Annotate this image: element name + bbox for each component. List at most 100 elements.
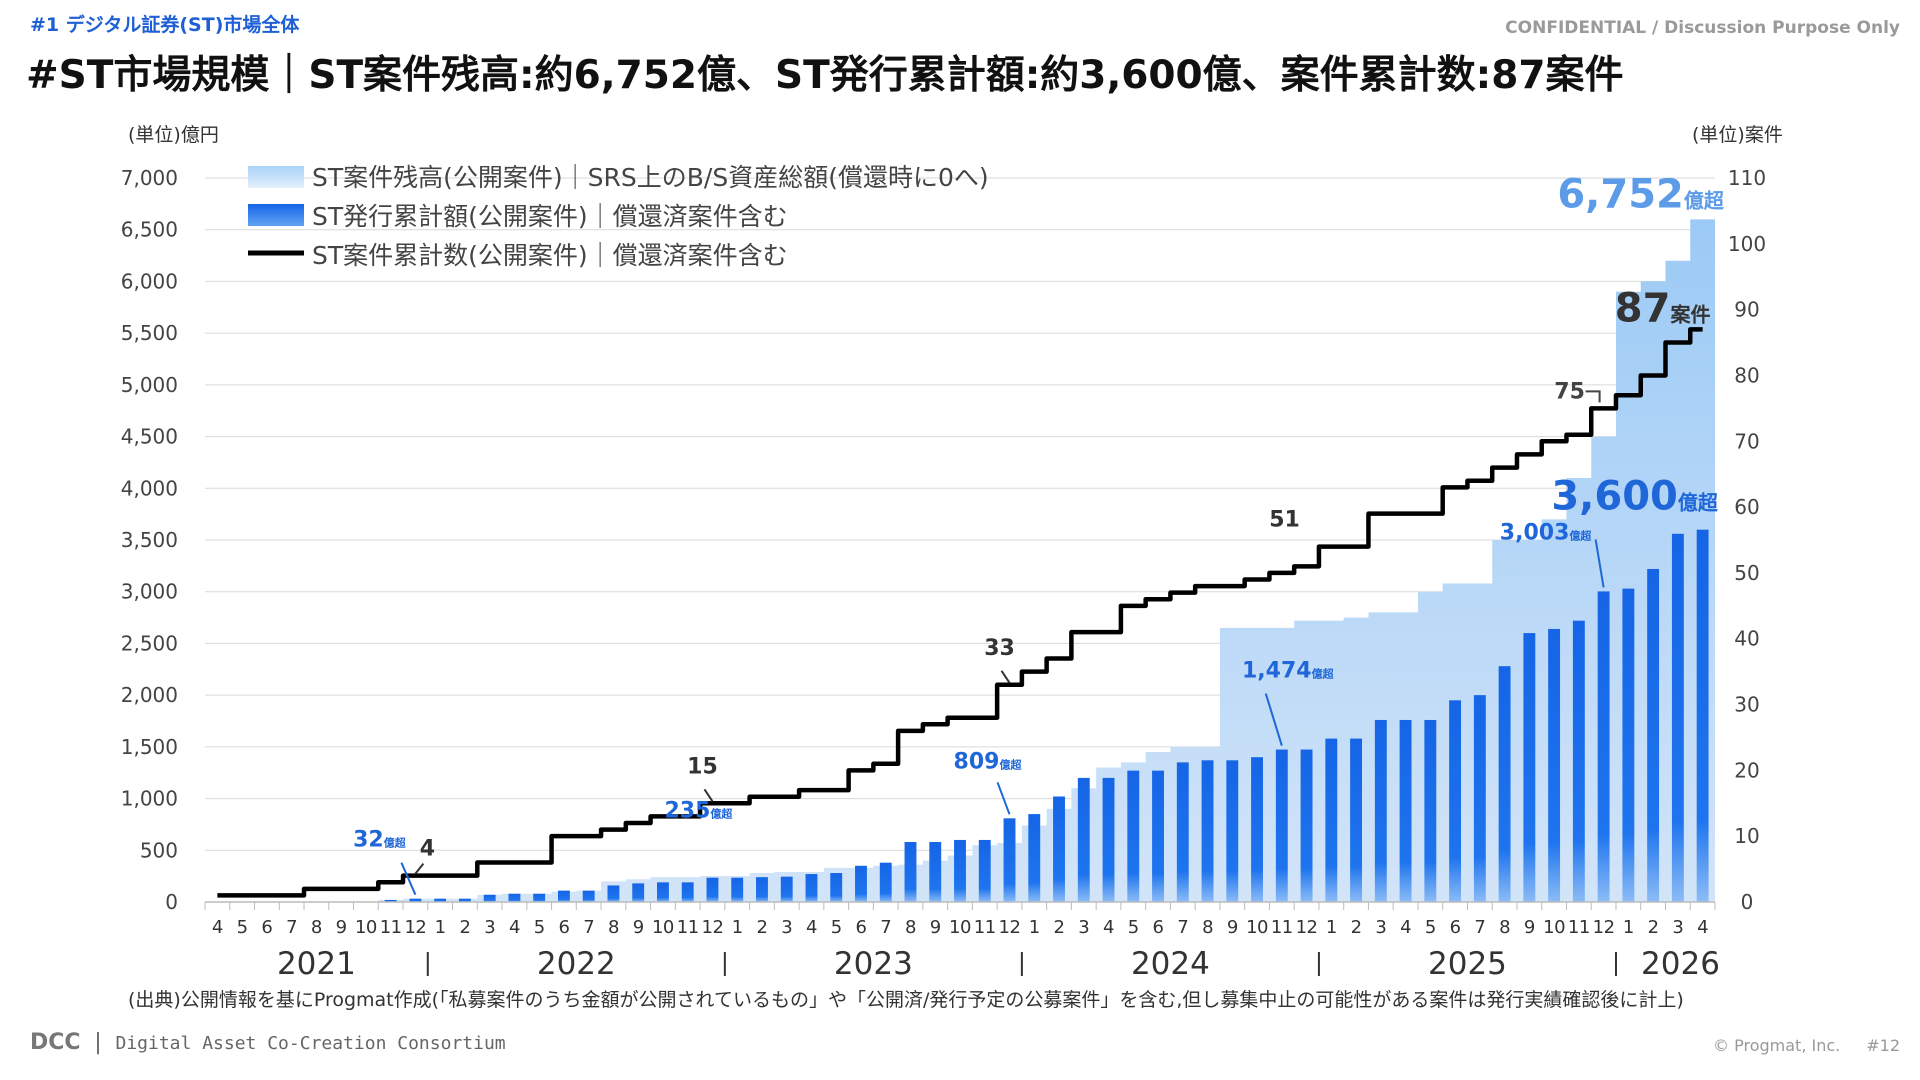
issuance-bar — [1523, 633, 1536, 902]
issuance-bar — [1696, 529, 1709, 902]
month-tick-label: 12 — [1593, 917, 1615, 938]
month-tick-label: 12 — [702, 917, 724, 938]
left-tick-label: 5,500 — [121, 321, 178, 345]
issuance-bar — [706, 877, 719, 902]
issuance-bar — [582, 890, 595, 902]
year-label: 2022 — [537, 946, 616, 980]
bar-value-label-value: 1,474 — [1242, 659, 1312, 684]
left-tick-label: 2,500 — [121, 631, 178, 655]
month-tick-label: 3 — [1078, 917, 1089, 938]
issuance-bar — [805, 874, 818, 902]
issuance-bar — [929, 842, 942, 902]
issuance-bar — [1226, 760, 1239, 902]
line-value-label-value: 51 — [1269, 507, 1300, 532]
month-tick-label: 9 — [633, 917, 644, 938]
bar-value-label: 3,600億超 — [1551, 474, 1719, 520]
month-tick-label: 5 — [1128, 917, 1139, 938]
month-tick-label: 4 — [509, 917, 520, 938]
year-label: 2021 — [277, 946, 356, 980]
month-tick-label: 12 — [404, 917, 426, 938]
bar-value-label: 809億超 — [954, 749, 1023, 774]
month-tick-label: 4 — [1697, 917, 1708, 938]
legend-label-bar: ST発行累計額(公開案件)｜償還済案件含む — [312, 202, 788, 231]
issuance-bar — [1647, 568, 1660, 902]
issuance-bar — [1300, 749, 1313, 902]
left-tick-label: 0 — [165, 890, 178, 914]
month-tick-label: 5 — [1425, 917, 1436, 938]
right-tick-label: 80 — [1734, 363, 1759, 387]
month-tick-label: 10 — [652, 917, 674, 938]
bar-value-label: 1,474億超 — [1242, 659, 1335, 684]
month-tick-label: 6 — [261, 917, 272, 938]
bar-value-label: 235億超 — [664, 799, 733, 824]
right-tick-label: 50 — [1734, 561, 1759, 585]
bar-label-leader — [1594, 539, 1605, 588]
issuance-bar — [1176, 762, 1189, 902]
issuance-bar — [681, 882, 694, 902]
issuance-bar — [879, 862, 892, 902]
left-tick-label: 7,000 — [121, 166, 178, 190]
left-tick-label: 4,500 — [121, 425, 178, 449]
issuance-bar — [1572, 620, 1585, 902]
month-tick-label: 10 — [949, 917, 971, 938]
right-tick-label: 100 — [1728, 232, 1766, 256]
month-tick-label: 7 — [1474, 917, 1485, 938]
month-tick-label: 1 — [435, 917, 446, 938]
bar-value-label-value: 809 — [954, 749, 1000, 774]
issuance-bar — [1028, 814, 1041, 902]
legend-swatch-bar — [248, 204, 304, 226]
line-value-label: 15 — [687, 754, 718, 779]
right-tick-label: 30 — [1734, 693, 1759, 717]
footer-org: DCC | Digital Asset Co-Creation Consorti… — [30, 1030, 506, 1055]
issuance-bar — [1399, 719, 1412, 902]
issuance-bar — [731, 877, 744, 902]
line-value-label-value: 33 — [984, 636, 1015, 661]
month-tick-label: 11 — [1271, 917, 1293, 938]
bar-value-label-value: 3,600 — [1551, 474, 1678, 520]
right-tick-label: 110 — [1728, 166, 1766, 190]
issuance-bar — [508, 893, 521, 902]
month-tick-label: 10 — [1246, 917, 1268, 938]
right-tick-label: 0 — [1741, 890, 1754, 914]
area-value-label: 6,752億超 — [1557, 172, 1725, 218]
month-tick-label: 5 — [831, 917, 842, 938]
line-value-label: 33 — [984, 636, 1015, 661]
issuance-bar — [904, 842, 917, 902]
bar-label-leader — [996, 781, 1011, 815]
month-tick-label: 3 — [484, 917, 495, 938]
month-tick-label: 1 — [1029, 917, 1040, 938]
month-tick-label: 9 — [1524, 917, 1535, 938]
month-tick-label: 7 — [286, 917, 297, 938]
right-tick-label: 60 — [1734, 495, 1759, 519]
left-axis-unit: (単位)億円 — [128, 124, 219, 146]
month-tick-label: 11 — [380, 917, 402, 938]
left-tick-label: 2,000 — [121, 683, 178, 707]
year-label: 2023 — [834, 946, 913, 980]
issuance-bar — [1152, 770, 1164, 902]
right-tick-label: 90 — [1734, 298, 1759, 322]
month-tick-label: 3 — [1375, 917, 1386, 938]
issuance-bar — [830, 873, 843, 902]
line-label-leader — [1000, 670, 1011, 684]
issuance-bar — [434, 898, 447, 902]
year-label: 2025 — [1428, 946, 1507, 980]
project-count-line — [217, 327, 1703, 898]
month-tick-label: 8 — [1202, 917, 1213, 938]
logo-divider: | — [91, 1030, 105, 1055]
issuance-bar — [483, 894, 496, 902]
bar-value-label-value: 3,003 — [1500, 520, 1570, 545]
area-value-label-suffix: 億超 — [1684, 189, 1725, 213]
month-tick-label: 5 — [237, 917, 248, 938]
copyright: © Progmat, Inc. — [1713, 1036, 1841, 1055]
month-tick-label: 1 — [1623, 917, 1634, 938]
month-tick-label: 9 — [336, 917, 347, 938]
left-tick-label: 3,500 — [121, 528, 178, 552]
issuance-bar — [632, 883, 645, 902]
right-tick-label: 70 — [1734, 429, 1759, 453]
left-tick-label: 500 — [140, 838, 178, 862]
month-tick-label: 8 — [311, 917, 322, 938]
line-value-label: 51 — [1269, 507, 1300, 532]
month-tick-label: 5 — [534, 917, 545, 938]
issuance-bar — [657, 882, 669, 902]
left-tick-label: 5,000 — [121, 373, 178, 397]
